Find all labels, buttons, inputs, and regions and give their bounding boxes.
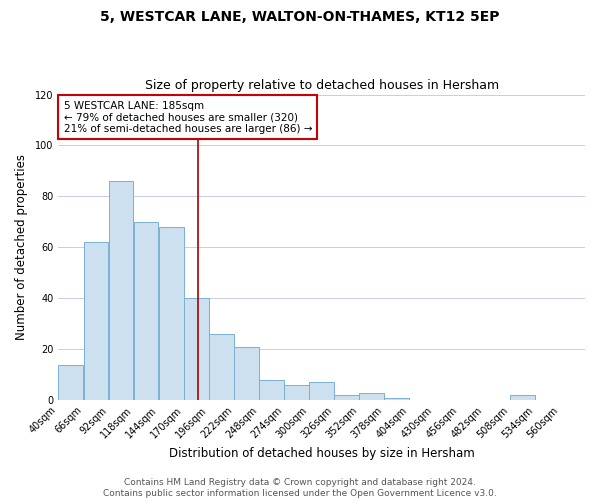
Bar: [359, 392, 384, 400]
Bar: [334, 395, 359, 400]
Bar: [58, 364, 83, 400]
Bar: [134, 222, 158, 400]
Y-axis label: Number of detached properties: Number of detached properties: [15, 154, 28, 340]
Bar: [159, 227, 184, 400]
Bar: [109, 181, 133, 400]
Title: Size of property relative to detached houses in Hersham: Size of property relative to detached ho…: [145, 79, 499, 92]
X-axis label: Distribution of detached houses by size in Hersham: Distribution of detached houses by size …: [169, 447, 475, 460]
Text: Contains HM Land Registry data © Crown copyright and database right 2024.
Contai: Contains HM Land Registry data © Crown c…: [103, 478, 497, 498]
Bar: [284, 385, 309, 400]
Bar: [309, 382, 334, 400]
Bar: [83, 242, 109, 400]
Text: 5, WESTCAR LANE, WALTON-ON-THAMES, KT12 5EP: 5, WESTCAR LANE, WALTON-ON-THAMES, KT12 …: [100, 10, 500, 24]
Bar: [259, 380, 284, 400]
Bar: [184, 298, 209, 400]
Bar: [385, 398, 409, 400]
Bar: [209, 334, 234, 400]
Text: 5 WESTCAR LANE: 185sqm
← 79% of detached houses are smaller (320)
21% of semi-de: 5 WESTCAR LANE: 185sqm ← 79% of detached…: [64, 100, 312, 134]
Bar: [510, 395, 535, 400]
Bar: [234, 346, 259, 400]
